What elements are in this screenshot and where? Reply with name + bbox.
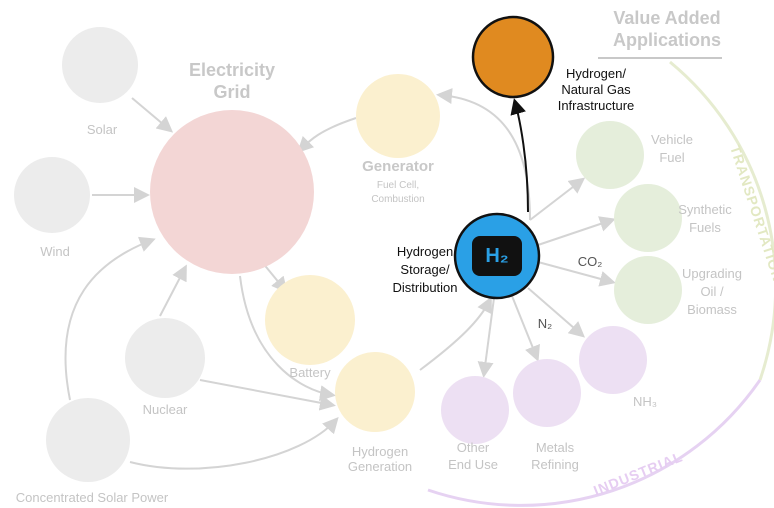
label: Metals: [536, 440, 575, 455]
label: Electricity: [189, 60, 275, 80]
label: INDUSTRIAL: [591, 448, 685, 498]
label: Fuel Cell,: [377, 180, 419, 191]
label: Wind: [40, 244, 70, 259]
label: Synthetic: [678, 202, 732, 217]
arrows: [64, 88, 616, 470]
label: NH₃: [633, 394, 657, 409]
nodes: [14, 15, 682, 482]
label: N₂: [538, 316, 552, 331]
label: Infrastructure: [558, 98, 635, 113]
label: Battery: [289, 365, 331, 380]
label: Concentrated Solar Power: [16, 490, 169, 505]
label: Applications: [613, 30, 721, 50]
label: Upgrading: [682, 266, 742, 281]
label: Generator: [362, 158, 434, 175]
label: Other: [457, 440, 490, 455]
label: Natural Gas: [561, 82, 631, 97]
label: Distribution: [392, 280, 457, 295]
label: Hydrogen: [352, 444, 408, 459]
label: Combustion: [371, 194, 424, 205]
label: H₂: [485, 245, 508, 267]
label: Grid: [213, 82, 250, 102]
label: Biomass: [687, 302, 737, 317]
label: Vehicle: [651, 132, 693, 147]
sector-arcs: [427, 57, 774, 507]
label: Hydrogen: [397, 244, 453, 259]
label: Oil /: [700, 284, 724, 299]
label: Generation: [348, 459, 412, 474]
label: Nuclear: [143, 402, 188, 417]
label: CO₂: [578, 254, 603, 269]
label: Value Added: [613, 8, 720, 28]
label: Fuel: [659, 150, 684, 165]
label: Fuels: [689, 220, 721, 235]
label: End Use: [448, 457, 498, 472]
label: Storage/: [400, 262, 450, 277]
label: Refining: [531, 457, 579, 472]
label: Hydrogen/: [566, 66, 626, 81]
label: Solar: [87, 122, 118, 137]
